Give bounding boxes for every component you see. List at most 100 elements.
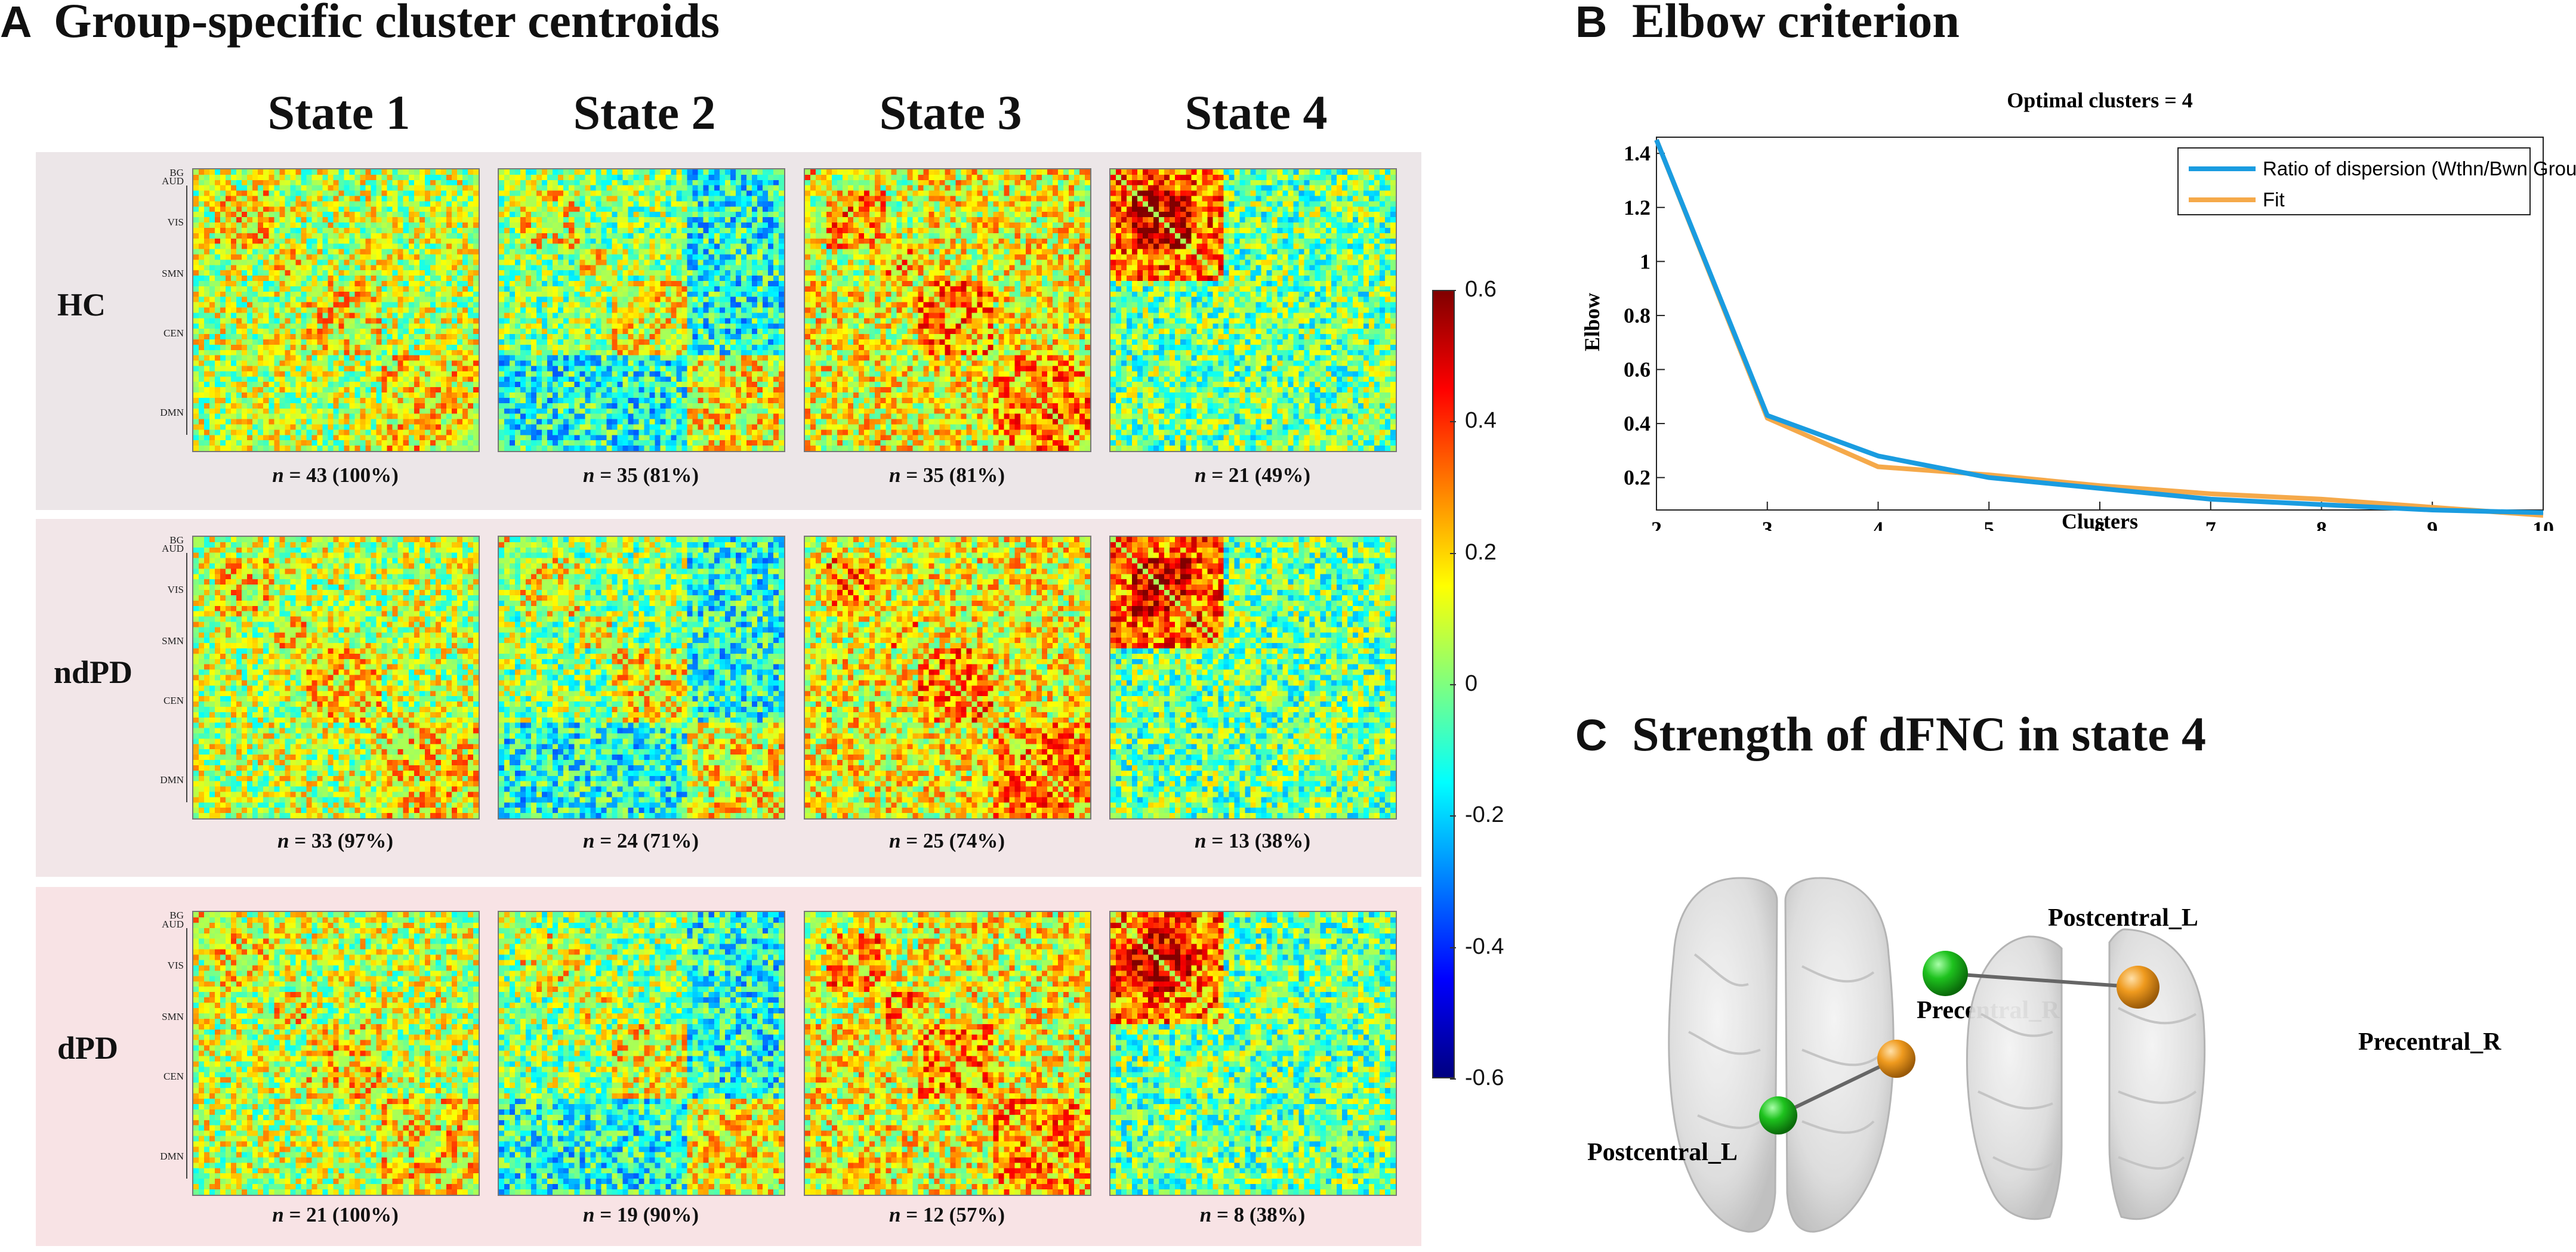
- equals-sign: =: [594, 1203, 617, 1226]
- subject-count-value: 25 (74%): [923, 829, 1005, 852]
- network-label: SMN: [162, 268, 184, 280]
- x-tick-label: 9: [2427, 517, 2438, 531]
- subject-count-value: 33 (97%): [311, 829, 393, 852]
- series-line-ratio: [1654, 139, 2544, 515]
- connectivity-matrix-ndpd-state-3: [804, 536, 1091, 820]
- colorbar-tick-label: 0.6: [1465, 277, 1497, 302]
- subject-count-value: 8 (38%): [1233, 1203, 1306, 1226]
- network-label: BG: [169, 167, 184, 179]
- network-label: DMN: [160, 774, 184, 786]
- equals-sign: =: [1206, 463, 1229, 487]
- n-symbol: n: [277, 829, 289, 852]
- panel-b-title: Elbow criterion: [1632, 0, 1960, 48]
- colorbar-tick-label: -0.4: [1465, 933, 1504, 959]
- left-hemisphere-coronal: [1966, 935, 2063, 1220]
- subject-count-label: n = 43 (100%): [192, 463, 479, 487]
- chart-title: Optimal clusters = 4: [2007, 88, 2192, 112]
- edge-coronal: [1945, 972, 2139, 989]
- subject-count-value: 13 (38%): [1228, 829, 1310, 852]
- n-symbol: n: [1195, 829, 1207, 852]
- subject-count-label: n = 21 (49%): [1109, 463, 1396, 487]
- label-postcentral-l-coronal: Postcentral_L: [2048, 904, 2198, 932]
- group-label: dPD: [57, 1030, 119, 1066]
- connectivity-matrix-hc-state-4: [1109, 168, 1397, 452]
- colorbar-tick-mark: [1450, 290, 1456, 291]
- left-hemisphere-axial: [1668, 877, 1778, 1233]
- n-symbol: n: [889, 1203, 901, 1226]
- n-symbol: n: [583, 463, 595, 487]
- x-tick-label: 6: [2094, 517, 2105, 531]
- n-symbol: n: [272, 1203, 284, 1226]
- subject-count-label: n = 19 (90%): [498, 1203, 784, 1227]
- network-label: CEN: [163, 1071, 184, 1083]
- y-tick-label: 1.4: [1624, 141, 1651, 165]
- connectivity-matrix-ndpd-state-1: [192, 536, 480, 820]
- network-label: VIS: [167, 959, 184, 971]
- network-label: AUD: [162, 918, 184, 930]
- network-bracket: [186, 185, 187, 435]
- legend: Ratio of dispersion (Wthn/Bwn Groups) Fi…: [2177, 147, 2576, 215]
- subject-count-label: n = 21 (100%): [192, 1203, 479, 1227]
- x-tick-label: 7: [2205, 517, 2216, 531]
- network-label: CEN: [163, 695, 184, 707]
- connectivity-matrix-ndpd-state-2: [498, 536, 785, 820]
- equals-sign: =: [594, 463, 617, 487]
- connectivity-matrix-hc-state-1: [192, 168, 480, 452]
- network-label: SMN: [162, 635, 184, 647]
- group-row-hc: HC BG AUD VIS SMN CEN DMN n = 43 (100%) n = 35 (…: [36, 152, 1421, 510]
- x-tick-label: 4: [1873, 517, 1884, 531]
- equals-sign: =: [900, 829, 923, 852]
- y-tick-label: 0.6: [1624, 357, 1651, 381]
- brain-connectivity-figure: Precentral_R Postcentral_L Postcentral_L…: [1587, 877, 2501, 1233]
- connectivity-matrix-hc-state-3: [804, 168, 1091, 452]
- connectivity-matrix-dpd-state-1: [192, 911, 480, 1196]
- legend-box: [2177, 147, 2531, 215]
- network-label: BG: [169, 910, 184, 922]
- node-postcentral-l-axial: [1759, 1096, 1797, 1134]
- network-label: VIS: [167, 217, 184, 228]
- equals-sign: =: [1211, 1203, 1234, 1226]
- x-tick-label: 3: [1762, 517, 1773, 531]
- n-symbol: n: [889, 829, 901, 852]
- subject-count-label: n = 8 (38%): [1109, 1203, 1396, 1227]
- subject-count-label: n = 25 (74%): [804, 829, 1090, 853]
- connectivity-matrix-dpd-state-4: [1109, 911, 1397, 1196]
- y-tick-label: 1.2: [1624, 196, 1651, 220]
- connectivity-matrix-hc-state-2: [498, 168, 785, 452]
- y-ticks: 0.2 0.4 0.6 0.8 1 1.2 1.4: [1624, 141, 1665, 490]
- n-symbol: n: [583, 829, 595, 852]
- series-lines: [1654, 139, 2544, 518]
- subject-count-label: n = 35 (81%): [498, 463, 784, 487]
- legend-label-ratio: Ratio of dispersion (Wthn/Bwn Groups): [2263, 157, 2576, 180]
- x-tick-label: 5: [1983, 517, 1994, 531]
- subject-count-value: 21 (100%): [306, 1203, 399, 1226]
- subject-count-label: n = 24 (71%): [498, 829, 784, 853]
- colorbar-tick-label: 0: [1465, 671, 1478, 696]
- node-precentral-r-axial: [1877, 1040, 1915, 1078]
- colorbar-tick-mark: [1450, 1078, 1456, 1080]
- equals-sign: =: [289, 829, 311, 852]
- y-axis-label: Elbow: [1580, 293, 1604, 351]
- x-axis-label: Clusters: [2062, 509, 2138, 531]
- connectivity-matrix-ndpd-state-4: [1109, 536, 1397, 820]
- colorbar-tick-label: -0.2: [1465, 802, 1504, 828]
- network-bracket: [186, 928, 187, 1179]
- panel-b-letter: B: [1575, 0, 1608, 47]
- y-tick-label: 0.4: [1624, 412, 1651, 435]
- colorbar-tick-mark: [1450, 684, 1456, 685]
- brain-coronal-view: Postcentral_L Precentral_R: [1923, 904, 2501, 1220]
- panel-c-letter: C: [1575, 710, 1608, 760]
- connectivity-matrix-dpd-state-2: [498, 911, 785, 1196]
- network-label: DMN: [160, 407, 184, 419]
- state-header-1: State 1: [267, 85, 411, 140]
- n-symbol: n: [583, 1203, 595, 1226]
- network-label: DMN: [160, 1151, 184, 1163]
- subject-count-label: n = 13 (38%): [1109, 829, 1396, 853]
- colorbar-tick-label: -0.6: [1465, 1065, 1504, 1090]
- subject-count-value: 43 (100%): [306, 463, 399, 487]
- equals-sign: =: [1206, 829, 1229, 852]
- group-row-ndpd: ndPD BG AUD VIS SMN CEN DMN n = 33 (97%) n = 24 …: [36, 519, 1421, 877]
- n-symbol: n: [1195, 463, 1207, 487]
- colorbar-tick-mark: [1450, 552, 1456, 554]
- node-precentral-r-coronal: [2117, 966, 2159, 1009]
